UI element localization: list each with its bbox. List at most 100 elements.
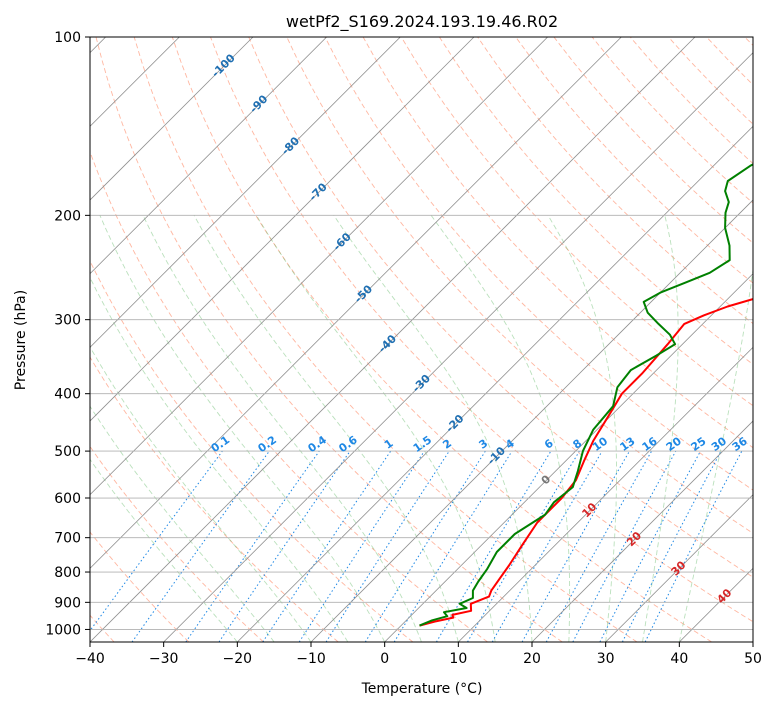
dry-adiabat-label: -30 [410, 372, 433, 395]
isotherm-line [163, 52, 753, 642]
x-tick-label: 40 [670, 651, 688, 667]
y-tick-label: 900 [54, 595, 81, 611]
x-tick-label: 0 [380, 651, 389, 667]
dry-adiabat-line [171, 37, 712, 642]
y-tick-label: 300 [54, 313, 81, 329]
isotherm-line [679, 567, 753, 642]
dry-adiabat-line [95, 37, 563, 642]
isotherm-line [531, 420, 753, 642]
temperature-series-line [419, 297, 753, 627]
mixing-ratio-label: 0.6 [336, 433, 360, 455]
mixing-ratio-line [325, 450, 450, 642]
isotherm-line [90, 37, 327, 275]
dry-adiabat-label: -100 [209, 51, 238, 80]
isotherm-line [752, 641, 753, 642]
dry-adiabat-line [90, 445, 264, 642]
mixing-ratio-label: 0.2 [256, 433, 279, 455]
y-tick-label: 1000 [45, 622, 81, 638]
dry-adiabat-line [90, 150, 488, 642]
moist-adiabat-line [333, 215, 533, 642]
dewpoint-series-line [419, 163, 753, 627]
dry-adiabat-label: -40 [376, 332, 399, 355]
y-tick-label: 700 [54, 531, 81, 547]
line-annotations: 0.1 0.2 0.4 0.6 1 1.5 2 3 4 6 8 10 13 16 20 25 30 36-100-… [209, 51, 750, 606]
dry-adiabat-line [248, 37, 753, 578]
isotherm-line [384, 273, 753, 642]
dry-adiabat-line [439, 37, 753, 365]
isotherm-line [237, 125, 753, 642]
isotherm-line [90, 37, 254, 201]
x-tick-label: −10 [296, 651, 326, 667]
dry-adiabat-label: -90 [247, 92, 270, 115]
moist-adiabat-line [547, 215, 617, 642]
mixing-ratio-line [262, 450, 392, 642]
isotherm-line [458, 346, 753, 642]
moist-adiabat-line [90, 345, 312, 642]
mixing-ratio-line [599, 450, 701, 642]
mixing-ratio-line [131, 450, 270, 642]
sounding-series [419, 163, 753, 627]
dry-adiabat-label: 20 [624, 529, 644, 549]
mixing-ratio-line [572, 450, 677, 642]
dry-adiabat-label: -20 [443, 412, 466, 435]
plot-frame [89, 36, 754, 643]
dry-adiabat-line [324, 37, 753, 491]
moist-adiabat-line [142, 215, 422, 642]
dry-adiabat-line [400, 37, 753, 407]
isotherm-line [90, 37, 622, 569]
mixing-ratio-label: 0.1 [209, 433, 232, 455]
y-tick-label: 800 [54, 565, 81, 581]
isotherm-line [605, 494, 753, 642]
isotherm-line [310, 199, 753, 642]
dry-adiabat-label: 30 [669, 558, 689, 578]
x-tick-label: −40 [75, 651, 105, 667]
x-tick-label: 20 [523, 651, 541, 667]
y-tick-label: 600 [54, 491, 81, 507]
y-tick-label: 400 [54, 387, 81, 403]
mixing-ratio-line [185, 450, 320, 642]
dry-adiabat-line [744, 37, 753, 47]
dry-adiabat-label: -70 [307, 180, 330, 203]
x-tick-label: −30 [149, 651, 179, 667]
dry-adiabat-line [210, 37, 753, 623]
grid-lines [90, 37, 753, 642]
dry-adiabat-label: 40 [714, 586, 734, 606]
dry-adiabat-line [591, 37, 753, 204]
moist-adiabat-line [193, 215, 459, 642]
mixing-ratio-line [545, 450, 653, 642]
isotherm-line [90, 37, 696, 642]
mixing-ratio-line [393, 450, 513, 642]
mixing-ratio-line [90, 450, 223, 632]
isotherm-line [90, 37, 548, 496]
x-tick-label: −20 [223, 651, 253, 667]
mixing-ratio-line [298, 450, 425, 642]
moist-adiabat-line [99, 215, 386, 642]
x-tick-label: 50 [744, 651, 762, 667]
moist-adiabat-line [90, 458, 238, 642]
mixing-ratio-line [435, 450, 552, 642]
moist-adiabat-line [90, 405, 275, 642]
dry-adiabat-label: 0 [539, 472, 554, 487]
dry-adiabat-line [515, 37, 753, 284]
x-axis: −40 −30 −20 −10 0 10 20 30 40 50 [75, 642, 762, 667]
mixing-ratio-label: 1.5 [411, 433, 434, 455]
moist-adiabat-line [430, 215, 571, 642]
dry-adiabat-line [90, 531, 190, 642]
dry-adiabat-line [668, 37, 753, 125]
dry-adiabat-label: -50 [352, 282, 375, 305]
mixing-ratio-line [621, 450, 722, 642]
dry-adiabat-label: 10 [579, 500, 599, 520]
dry-adiabat-label: -60 [330, 230, 353, 253]
x-tick-label: 30 [597, 651, 615, 667]
y-axis: 100 200 300 400 500 600 700 800 900 1000 [45, 30, 90, 638]
mixing-ratio-line [644, 450, 743, 642]
moist-adiabat-line [642, 215, 679, 642]
dry-adiabat-line [706, 37, 753, 86]
moist-adiabat-line [256, 215, 496, 642]
dry-adiabat-line [90, 259, 414, 642]
x-axis-title: Temperature (°C) [361, 681, 483, 697]
y-axis-title: Pressure (hPa) [13, 290, 29, 390]
background-lines [90, 37, 753, 642]
mixing-ratio-label: 4 [503, 436, 517, 451]
